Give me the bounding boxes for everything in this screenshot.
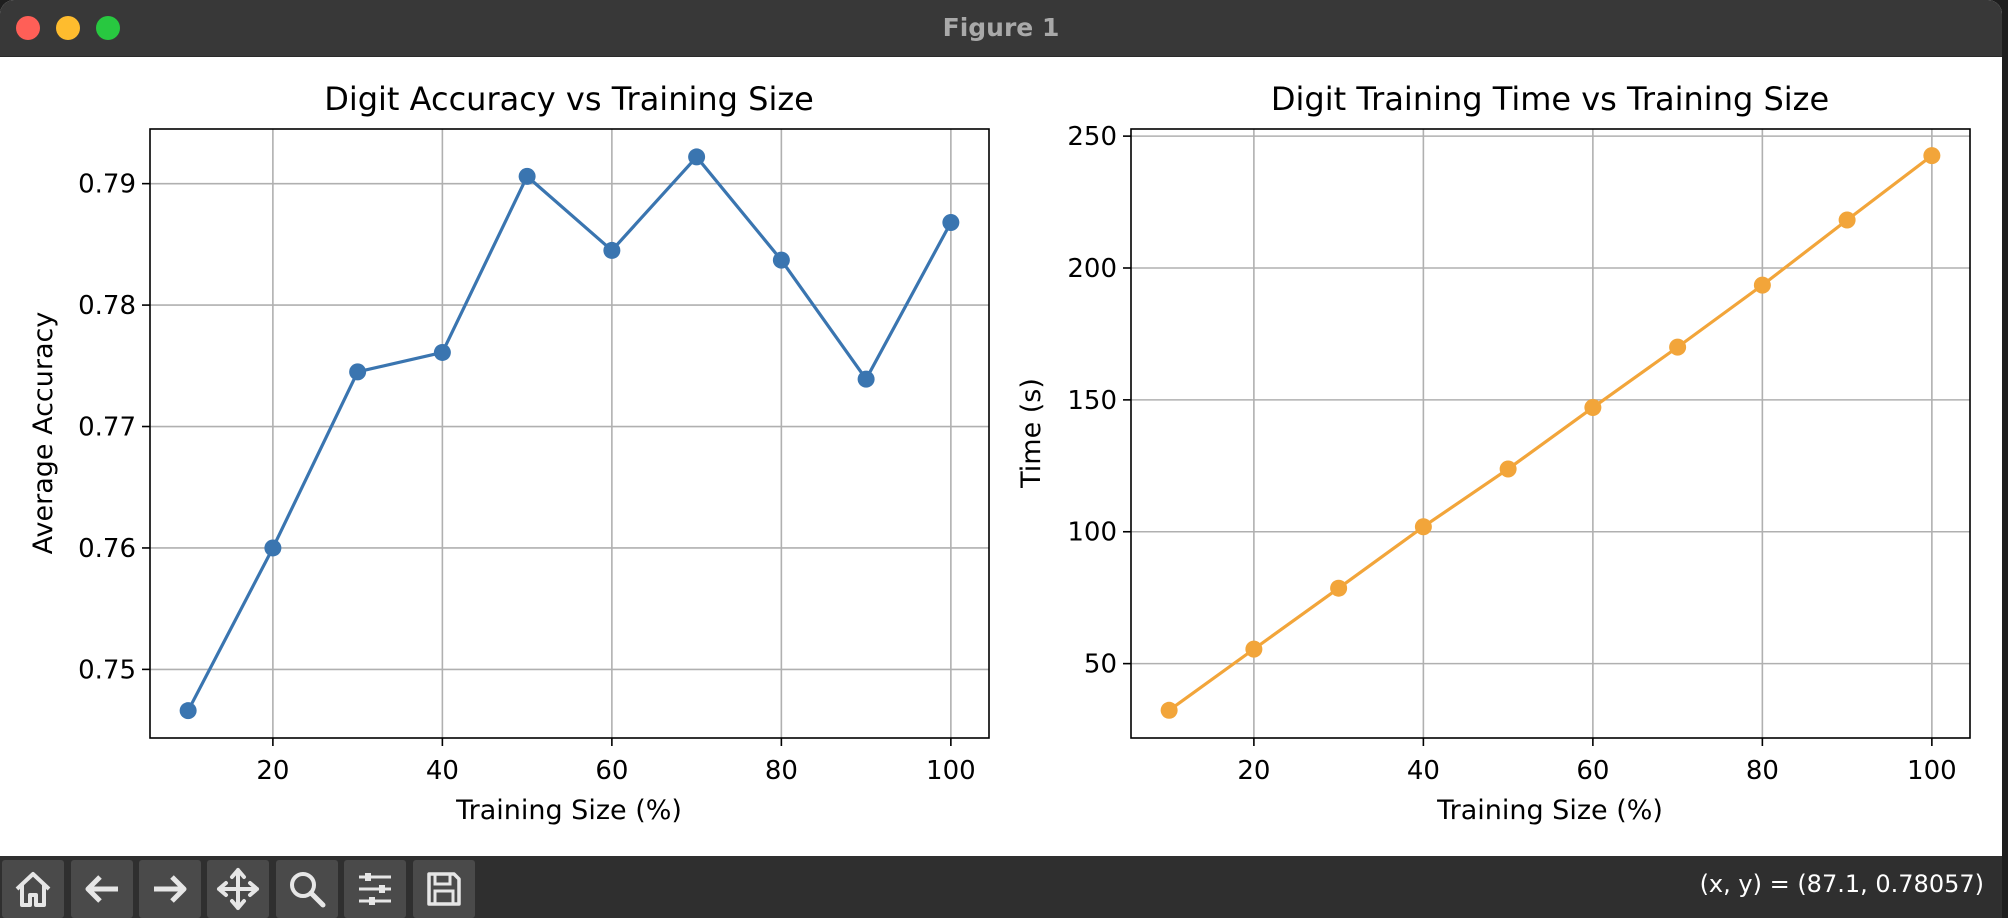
floppy-disk-icon [427,872,461,906]
data-point [603,241,621,259]
data-point [1838,211,1856,229]
title-bar: Figure 1 [0,0,2002,57]
zoom-button-tool[interactable] [276,860,338,918]
data-point [1160,701,1178,719]
x-tick-label: 20 [1237,756,1270,786]
chart-title: Digit Training Time vs Training Size [1271,80,1829,118]
x-axis-label: Training Size (%) [455,795,682,826]
series-group [179,148,960,720]
x-tick-label: 40 [426,756,459,786]
x-tick-label: 60 [595,756,628,786]
data-point [688,148,706,166]
data-point [179,702,197,720]
grid-lines [150,129,989,738]
training-time-chart: Digit Training Time vs Training Size 20 4… [1016,80,1971,826]
x-axis-label: Training Size (%) [1436,795,1663,826]
minimize-button[interactable] [56,16,80,40]
y-tick-label: 200 [1067,254,1117,284]
axes-frame [1130,128,1971,739]
x-tick-label: 100 [926,756,976,786]
data-point [1414,518,1432,536]
y-tick-label: 250 [1067,122,1117,152]
y-tick-label: 0.79 [78,170,136,200]
home-icon [15,872,51,907]
forward-button[interactable] [139,860,201,918]
x-tick-label: 20 [256,756,289,786]
move-icon [217,868,259,910]
data-point [433,343,451,361]
x-tick-label: 60 [1576,756,1609,786]
data-point [1669,338,1687,356]
data-point [857,370,875,388]
save-button[interactable] [413,860,475,918]
x-tick-label: 100 [1907,756,1957,786]
y-axis-label: Average Accuracy [28,312,59,555]
arrow-right-icon [154,875,187,903]
accuracy-chart: Digit Accuracy vs Training Size 20 40 60 80… [28,80,990,826]
back-button[interactable] [71,860,133,918]
y-tick-label: 150 [1067,386,1117,416]
pan-button[interactable] [207,860,269,918]
grid-lines [1131,129,1970,738]
tick-marks: 20 40 60 80 100 0.75 0.76 0.77 0.78 0.79 [78,170,976,786]
figure-canvas[interactable]: Digit Accuracy vs Training Size 20 40 60 80… [0,0,2002,856]
close-button[interactable] [16,16,40,40]
y-tick-label: 0.78 [78,291,136,321]
sliders-icon [359,873,391,905]
window-title: Figure 1 [942,13,1060,42]
navigation-toolbar: (x, y) = (87.1, 0.78057) [0,856,2002,918]
series-line [186,155,953,712]
data-point [264,539,282,557]
data-point [349,363,367,381]
series-group [1160,147,1941,719]
y-tick-label: 0.77 [78,413,136,443]
x-tick-label: 80 [765,756,798,786]
data-point [1330,579,1348,597]
x-tick-label: 40 [1407,756,1440,786]
tick-marks: 20 40 60 80 100 50 100 150 200 250 [1067,122,1956,786]
configure-subplots-button[interactable] [344,860,406,918]
axes-frame [149,128,990,739]
x-tick-label: 80 [1746,756,1779,786]
y-tick-label: 50 [1084,650,1117,680]
y-tick-label: 100 [1067,518,1117,548]
data-point [1499,460,1517,478]
series-line [1168,154,1933,712]
data-point [1584,399,1602,417]
home-button[interactable] [2,860,64,918]
zoom-button[interactable] [96,16,120,40]
data-point [1753,276,1771,294]
data-point [518,167,536,185]
magnifier-icon [290,872,326,908]
y-tick-label: 0.75 [78,655,136,685]
y-axis-label: Time (s) [1016,378,1047,489]
y-tick-label: 0.76 [78,534,136,564]
coordinate-readout: (x, y) = (87.1, 0.78057) [1699,870,1984,898]
data-point [1245,640,1263,658]
data-point [1923,147,1941,165]
data-point [772,251,790,269]
data-point [942,214,960,232]
chart-title: Digit Accuracy vs Training Size [324,80,814,118]
arrow-left-icon [85,875,118,903]
